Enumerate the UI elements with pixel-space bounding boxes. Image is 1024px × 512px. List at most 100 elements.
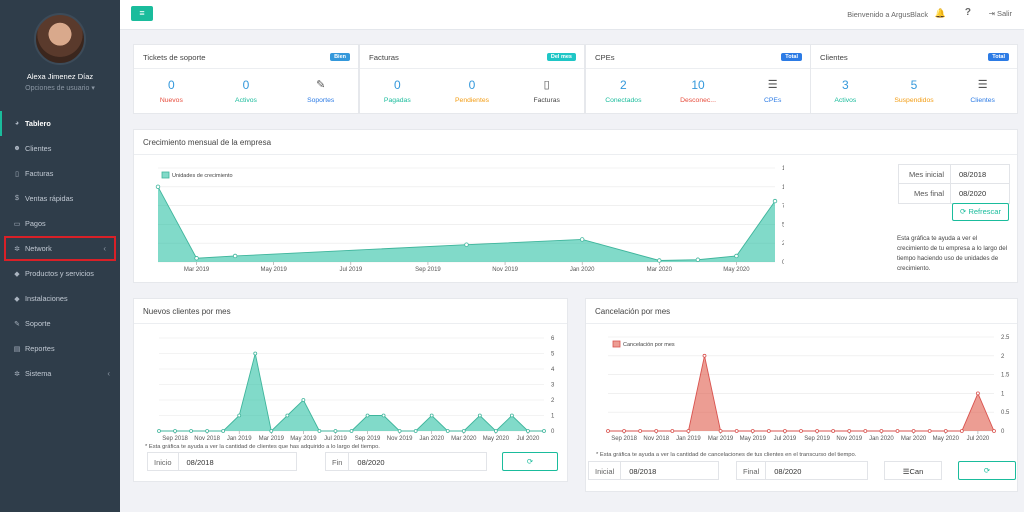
bell-icon[interactable]: 🔔 (934, 8, 946, 18)
sidebar-item-tablero[interactable]: ◕ Tablero (0, 111, 120, 136)
data-point (657, 258, 662, 263)
data-point (686, 429, 691, 433)
stat-value: 10 (691, 78, 705, 92)
x-tick-label: Jul 2019 (324, 436, 347, 442)
stat-activos[interactable]: 3 Activos (811, 69, 880, 115)
card-title: Tickets de soporte (143, 53, 206, 62)
series-line (159, 353, 544, 432)
can-button[interactable]: ☰Can (884, 461, 942, 480)
welcome-text: Bienvenido a ArgusBlack (847, 10, 928, 19)
stat-label: Nuevos (159, 97, 183, 104)
data-point (815, 429, 819, 433)
start-month-input[interactable]: 08/2018 (959, 170, 987, 179)
x-tick-label: Jul 2019 (774, 436, 797, 442)
data-point (799, 429, 803, 433)
data-point (783, 429, 787, 433)
panel-title: Cancelación por mes (586, 299, 1017, 324)
x-tick-label: Mar 2019 (708, 436, 734, 442)
y-tick-label: 0 (551, 429, 555, 435)
end-input[interactable]: 08/2020 (357, 458, 385, 467)
legend-label: Unidades de crecimiento (172, 173, 233, 179)
sidebar-item-facturas[interactable]: ▯ Facturas (0, 161, 120, 186)
refresh-button[interactable]: ⟳ Refrescar (952, 203, 1009, 221)
x-tick-label: Mar 2020 (647, 267, 673, 273)
x-tick-label: Sep 2018 (611, 436, 637, 442)
card-title: Facturas (369, 53, 399, 62)
data-point (895, 429, 900, 433)
sidebar-item-reportes[interactable]: ▤ Reportes (0, 336, 120, 361)
end-label: Fin (326, 453, 350, 470)
sidebar-item-sistema[interactable]: ✲ Sistema ‹ (0, 361, 120, 386)
data-point (654, 429, 659, 433)
data-point (959, 429, 964, 433)
sidebar-item-ventas-rapidas[interactable]: $ Ventas rápidas (0, 186, 120, 211)
menu-toggle-button[interactable]: ≡ (131, 6, 153, 21)
end-month-input[interactable]: 08/2020 (959, 189, 987, 198)
x-tick-label: May 2020 (483, 436, 510, 442)
data-point (766, 429, 771, 433)
avatar[interactable] (34, 13, 86, 65)
panel-title: Crecimiento mensual de la empresa (134, 130, 1017, 155)
y-tick-label: 2 (551, 398, 555, 404)
stat-pendientes[interactable]: 0 Pendientes (435, 69, 510, 115)
sidebar-item-productos[interactable]: ◆ Productos y servicios (0, 261, 120, 286)
data-point (157, 429, 161, 433)
stat-suspendidos[interactable]: 5 Suspendidos (880, 69, 949, 115)
sidebar-item-network[interactable]: ✲ Network ‹ (4, 236, 116, 261)
start-input[interactable]: 08/2018 (186, 458, 214, 467)
stat-cpes[interactable]: ☰ CPEs (735, 69, 810, 115)
stat-soportes[interactable]: ✎ Soportes (283, 69, 358, 115)
data-point (638, 429, 643, 433)
stat-clientes[interactable]: ☰ Clientes (948, 69, 1017, 115)
help-icon[interactable]: ? (964, 7, 971, 18)
report-icon: ▤ (13, 345, 21, 353)
data-point (397, 429, 402, 433)
data-point (333, 429, 338, 433)
stat-label: Pagadas (383, 97, 411, 104)
growth-panel: Crecimiento mensual de la empresa 0 25 50 7… (133, 129, 1018, 283)
y-tick-label: 0.5 (1001, 410, 1010, 416)
stat-desconectados[interactable]: 10 Desconec... (661, 69, 736, 115)
stat-value: 0 (468, 78, 476, 92)
stat-value: 3 (841, 78, 849, 92)
sidebar-item-label: Soporte (25, 319, 51, 328)
sidebar-item-label: Instalaciones (25, 294, 68, 303)
end-month-label: Mes final (899, 184, 951, 203)
user-options-dropdown[interactable]: Opciones de usuario ▾ (0, 84, 120, 92)
new-clients-chart: 0 1 2 3 4 5 6 Sep 2018 Nov 2018 Jan 2019 Mar 2019 M… (157, 336, 555, 442)
sidebar-item-label: Sistema (25, 369, 52, 378)
data-point (194, 256, 199, 261)
y-tick-label: 100 (782, 185, 784, 191)
data-point (772, 198, 778, 204)
refresh-new-clients-button[interactable]: ⟳ (502, 452, 558, 471)
data-point (622, 429, 626, 433)
wrench-icon: ✎ (14, 320, 20, 328)
end-input[interactable]: 08/2020 (774, 467, 802, 476)
logout-link[interactable]: ⇥ Salir (989, 9, 1012, 18)
stat-conectados[interactable]: 2 Conectados (586, 69, 661, 115)
stat-facturas[interactable]: ▯ Facturas (509, 69, 584, 115)
refresh-cancel-button[interactable]: ⟳ (958, 461, 1016, 480)
x-tick-label: Nov 2019 (492, 267, 518, 273)
sidebar-item-instalaciones[interactable]: ◆ Instalaciones (0, 286, 120, 311)
sidebar-item-clientes[interactable]: ☻ Clientes (0, 136, 120, 161)
end-field: Final 08/2020 (736, 461, 868, 480)
tags-icon: ◆ (14, 270, 20, 278)
logout-label: Salir (996, 9, 1012, 18)
stat-nuevos[interactable]: 0 Nuevos (134, 69, 209, 115)
file-icon: ▯ (15, 170, 19, 178)
start-input[interactable]: 08/2018 (629, 467, 657, 476)
stat-activos[interactable]: 0 Activos (209, 69, 284, 115)
sidebar-item-soporte[interactable]: ✎ Soporte (0, 311, 120, 336)
x-tick-label: Jul 2019 (339, 267, 362, 273)
status-badge: Total (988, 53, 1009, 61)
x-tick-label: Jan 2020 (419, 436, 444, 442)
sidebar-item-pagos[interactable]: ▭ Pagos (0, 211, 120, 236)
stat-pagadas[interactable]: 0 Pagadas (360, 69, 435, 115)
y-tick-label: 6 (551, 336, 555, 342)
stat-label: Activos (834, 97, 857, 104)
topbar: ≡ Bienvenido a ArgusBlack 🔔 ? ⇥ Salir (120, 0, 1024, 30)
chevron-left-icon: ‹ (107, 369, 110, 378)
x-tick-label: Nov 2018 (643, 436, 669, 442)
data-point (381, 413, 386, 418)
